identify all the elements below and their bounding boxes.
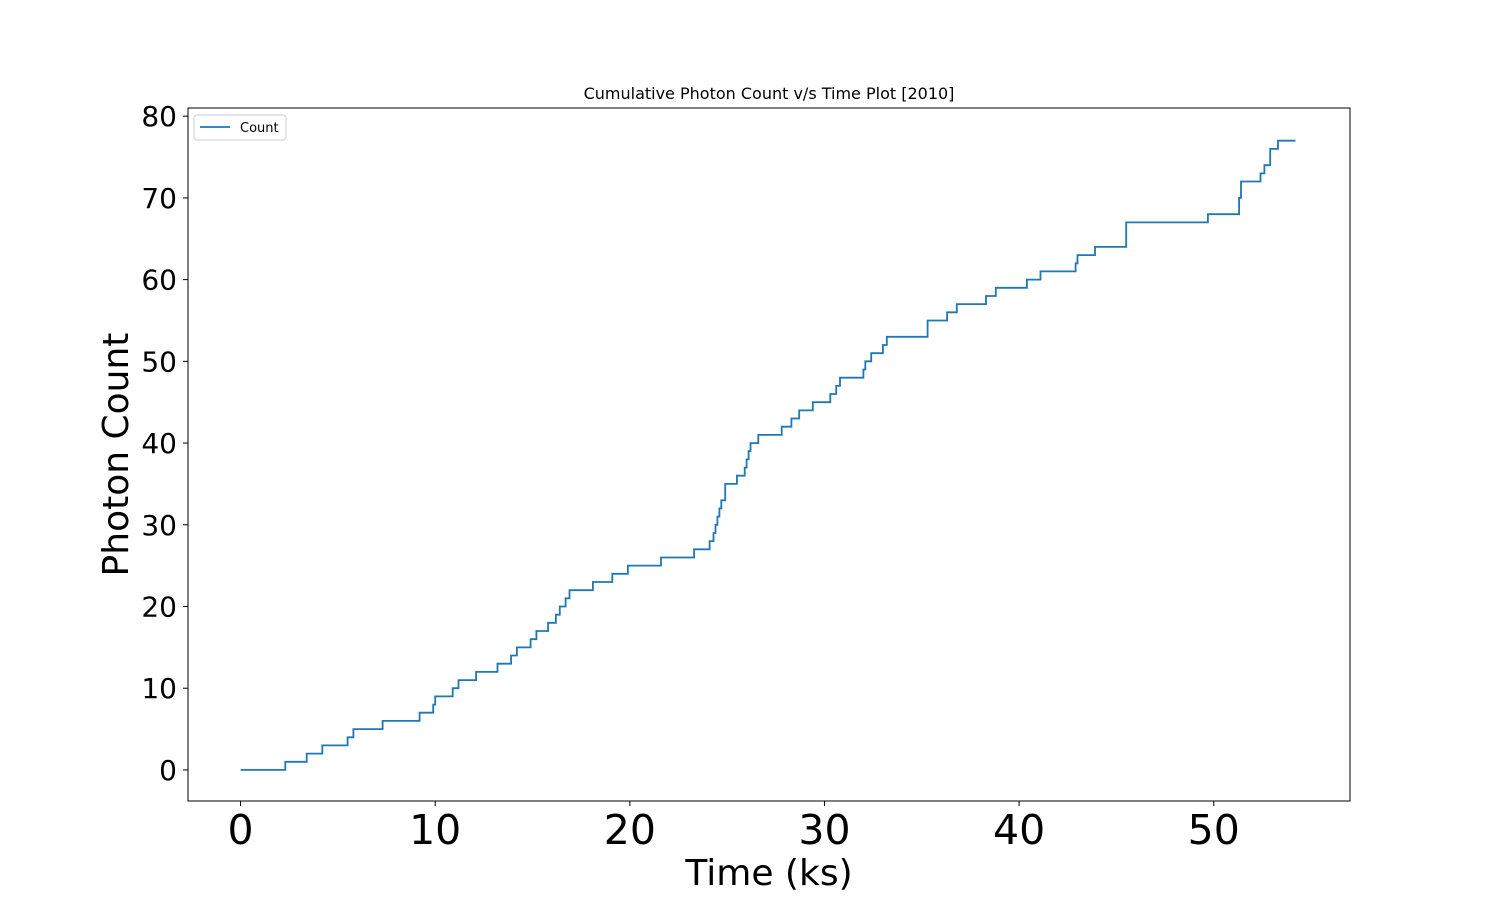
x-tick-label: 50 bbox=[1188, 806, 1240, 854]
legend-label: Count bbox=[240, 121, 279, 136]
plot-area bbox=[240, 139, 1296, 771]
x-axis: 0 10 20 30 40 50 bbox=[228, 801, 1240, 854]
x-tick-label: 40 bbox=[993, 806, 1045, 854]
series-line-count bbox=[240, 139, 1296, 771]
chart-title: Cumulative Photon Count v/s Time Plot [2… bbox=[584, 84, 955, 103]
legend-box bbox=[193, 114, 287, 141]
legend: Count bbox=[193, 114, 287, 141]
y-tick-label: 20 bbox=[141, 591, 177, 624]
y-tick-label: 30 bbox=[141, 509, 177, 542]
y-tick-label: 40 bbox=[141, 427, 177, 460]
y-tick-label: 80 bbox=[141, 100, 177, 133]
y-tick-label: 60 bbox=[141, 264, 177, 297]
x-tick-label: 20 bbox=[604, 806, 656, 854]
y-tick-label: 70 bbox=[141, 182, 177, 215]
x-tick-label: 0 bbox=[228, 806, 254, 854]
x-tick-label: 10 bbox=[409, 806, 461, 854]
y-tick-label: 50 bbox=[141, 345, 177, 378]
x-axis-label: Time (ks) bbox=[684, 853, 852, 894]
y-tick-label: 10 bbox=[141, 672, 177, 705]
x-tick-label: 30 bbox=[798, 806, 850, 854]
y-axis-label: Photon Count bbox=[96, 333, 137, 577]
y-tick-label: 0 bbox=[159, 754, 177, 787]
axes-frame bbox=[187, 107, 1351, 802]
y-axis: 0 10 20 30 40 50 60 70 80 bbox=[141, 100, 188, 787]
